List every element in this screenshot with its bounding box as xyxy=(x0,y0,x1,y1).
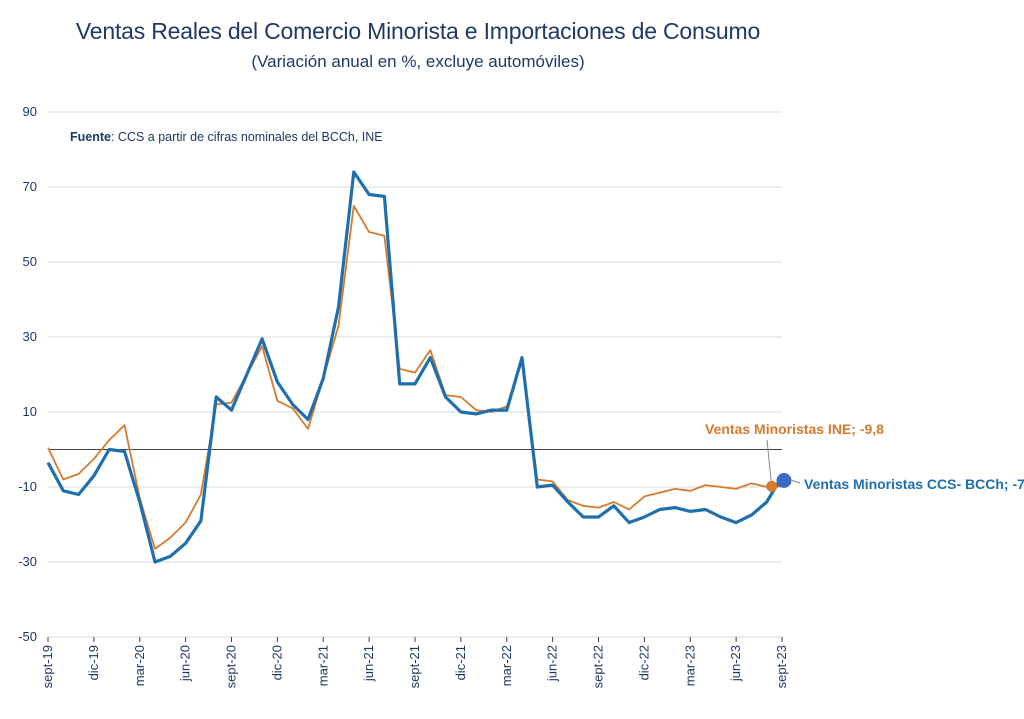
y-tick-label: -50 xyxy=(18,629,37,644)
x-tick-label: jun-22 xyxy=(545,645,560,682)
ine-annotation: Ventas Minoristas INE; -9,8 xyxy=(705,421,884,437)
x-tick-label: dic-22 xyxy=(636,645,651,680)
x-tick-label: sept-20 xyxy=(224,645,239,688)
chart-subtitle: (Variación anual en %, excluye automóvil… xyxy=(251,52,585,71)
y-tick-label: -30 xyxy=(18,554,37,569)
source-label: Fuente xyxy=(70,130,111,144)
x-tick-label: dic-19 xyxy=(86,645,101,680)
series-lines xyxy=(46,170,784,564)
x-tick-label: jun-21 xyxy=(361,645,376,682)
x-tick-label: dic-20 xyxy=(269,645,284,680)
y-tick-label: -10 xyxy=(18,479,37,494)
ccs-leader-line xyxy=(791,480,801,484)
source-note: Fuente: CCS a partir de cifras nominales… xyxy=(70,130,383,144)
x-tick-label: dic-21 xyxy=(453,645,468,680)
x-axis-ticks: sept-19 dic-19 mar-20 jun-20 sept-20 dic-20 ma… xyxy=(40,637,789,688)
y-tick-label: 30 xyxy=(23,329,37,344)
ccs-annotation: Ventas Minoristas CCS- BCCh; -7,2 xyxy=(804,476,1024,492)
ine-leader-line xyxy=(766,439,773,487)
x-tick-label: mar-21 xyxy=(315,645,330,686)
x-tick-label: mar-22 xyxy=(499,645,514,686)
grid-lines xyxy=(48,111,782,638)
chart-title: Ventas Reales del Comercio Minorista e I… xyxy=(75,18,761,44)
x-tick-label: sept-19 xyxy=(40,645,55,688)
ine-end-marker xyxy=(766,480,778,492)
y-tick-label: 90 xyxy=(23,104,37,119)
x-tick-label: mar-20 xyxy=(132,645,147,686)
x-tick-label: sept-23 xyxy=(774,645,789,688)
source-text: : CCS a partir de cifras nominales del B… xyxy=(111,130,383,144)
x-tick-label: sept-22 xyxy=(591,645,606,688)
end-markers xyxy=(766,439,801,492)
x-tick-label: jun-23 xyxy=(728,645,743,682)
ccs-bcch-line xyxy=(46,170,784,564)
ine-line xyxy=(47,204,783,550)
ccs-end-marker xyxy=(776,473,792,488)
y-tick-label: 70 xyxy=(23,179,37,194)
y-tick-label: 50 xyxy=(23,254,37,269)
x-tick-label: mar-23 xyxy=(682,645,697,686)
y-tick-label: 10 xyxy=(23,404,37,419)
x-tick-label: sept-21 xyxy=(407,645,422,688)
x-tick-label: jun-20 xyxy=(178,645,193,682)
y-axis-ticks: 90 70 50 30 10 -10 -30 -50 xyxy=(18,104,37,644)
